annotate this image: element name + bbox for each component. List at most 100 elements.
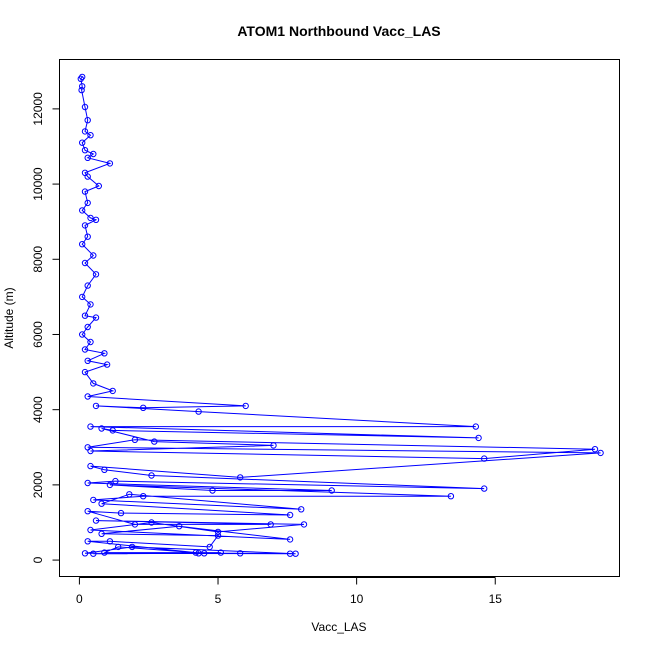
data-point — [87, 462, 94, 470]
data-point — [98, 425, 105, 432]
data-point — [81, 188, 89, 195]
data-point — [103, 361, 111, 368]
data-point — [81, 368, 89, 376]
data-point — [79, 331, 86, 338]
data-point — [84, 393, 91, 400]
data-point — [206, 543, 213, 551]
x-tick-label: 10 — [350, 592, 364, 606]
data-point — [87, 132, 94, 139]
data-point — [81, 147, 89, 154]
data-point — [195, 408, 202, 415]
data-point — [87, 338, 94, 346]
data-point — [84, 154, 91, 162]
data-point — [128, 543, 136, 551]
data-point — [84, 508, 91, 515]
data-point — [84, 282, 91, 289]
data-point — [92, 517, 100, 524]
data-point — [79, 207, 86, 214]
data-point — [140, 493, 147, 500]
data-point — [267, 521, 274, 528]
data-point — [79, 293, 86, 301]
data-point — [286, 536, 294, 543]
data-point — [237, 550, 244, 557]
y-tick-label: 12000 — [31, 92, 45, 126]
data-point — [214, 532, 222, 539]
data-point — [79, 241, 86, 248]
data-point — [106, 481, 114, 489]
data-point — [84, 117, 91, 124]
data-point — [81, 222, 89, 229]
series-line — [80, 76, 601, 555]
data-point — [81, 103, 89, 111]
data-point — [475, 434, 482, 442]
data-point — [591, 446, 599, 453]
data-point — [90, 550, 97, 557]
data-point — [87, 301, 94, 308]
data-point — [79, 83, 86, 90]
data-point — [98, 500, 105, 507]
data-point — [81, 259, 89, 267]
data-point — [217, 549, 225, 556]
data-point — [79, 139, 86, 146]
x-axis-label: Vacc_LAS — [311, 620, 366, 634]
data-point — [90, 380, 97, 387]
data-point — [286, 511, 294, 519]
data-point — [298, 506, 305, 513]
x-tick-label: 0 — [76, 592, 83, 606]
data-point — [87, 423, 94, 430]
data-point — [597, 449, 604, 457]
data-point — [84, 538, 91, 545]
data-point — [192, 549, 200, 556]
data-point — [176, 523, 183, 530]
data-point — [90, 252, 97, 259]
data-point — [117, 509, 125, 517]
data-point — [92, 314, 100, 321]
data-point — [270, 442, 277, 449]
data-point — [79, 73, 86, 81]
y-tick-label: 8000 — [31, 246, 45, 273]
data-point — [81, 346, 89, 353]
data-point — [106, 160, 114, 167]
y-axis: 0 2000 4000 6000 8000 10000 12000 — [31, 92, 60, 563]
data-point — [81, 550, 89, 557]
y-tick-label: 6000 — [31, 321, 45, 348]
data-point — [84, 444, 91, 451]
data-point — [472, 423, 479, 430]
data-point — [140, 404, 147, 411]
data-point — [84, 357, 91, 364]
data-point — [201, 550, 208, 557]
data-point — [84, 323, 91, 331]
y-tick-label: 10000 — [31, 167, 45, 201]
data-point — [112, 477, 119, 485]
data-point — [87, 526, 94, 534]
data-point — [81, 128, 89, 135]
data-point — [300, 521, 308, 528]
data-point — [101, 466, 108, 473]
data-point — [98, 530, 105, 537]
data-point — [95, 182, 103, 190]
chart-title: ATOM1 Northbound Vacc_LAS — [237, 23, 440, 39]
data-point — [77, 75, 85, 83]
y-tick-label: 0 — [31, 556, 45, 563]
y-axis-label: Altitude (m) — [2, 287, 16, 348]
data-point — [447, 493, 455, 500]
x-axis: 0 5 10 15 — [76, 577, 503, 606]
x-tick-label: 5 — [215, 592, 222, 606]
data-point — [148, 472, 155, 479]
data-point — [78, 86, 85, 94]
data-point — [92, 216, 100, 224]
x-tick-label: 15 — [489, 592, 503, 606]
data-point — [481, 485, 488, 492]
y-tick-label: 4000 — [31, 396, 45, 423]
data-point — [115, 543, 122, 551]
data-point — [84, 199, 91, 207]
data-point — [481, 455, 488, 462]
data-point — [92, 402, 100, 410]
data-point — [292, 550, 299, 557]
data-point — [84, 173, 91, 180]
data-point — [90, 496, 97, 504]
data-point — [131, 521, 139, 528]
data-point — [209, 487, 216, 494]
y-tick-label: 2000 — [31, 471, 45, 498]
